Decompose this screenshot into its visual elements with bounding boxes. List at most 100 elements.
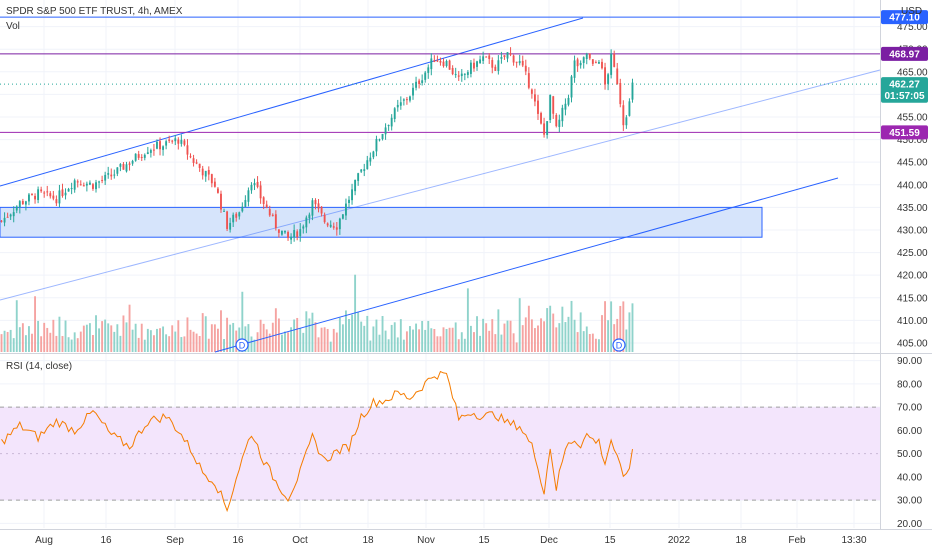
volume-bar	[131, 329, 134, 352]
candle-body	[244, 200, 247, 207]
candle-body	[335, 227, 338, 230]
volume-bar	[345, 310, 347, 352]
rsi-tick-label: 90.00	[897, 356, 922, 367]
volume-bar	[171, 325, 174, 352]
volume-bar	[88, 323, 91, 352]
candle-body	[220, 193, 222, 210]
candle-body	[186, 145, 189, 155]
volume-bar	[204, 316, 207, 352]
volume-bar	[576, 332, 579, 352]
candle-body	[366, 160, 369, 170]
candle-body	[104, 174, 107, 181]
candle-body	[515, 61, 518, 63]
candle-body	[576, 59, 579, 67]
volume-bar	[220, 310, 222, 352]
volume-bar	[369, 340, 372, 352]
volume-bar	[296, 317, 299, 352]
volume-bar	[326, 328, 329, 352]
volume-bar	[244, 326, 247, 352]
volume-bar	[473, 332, 475, 352]
price-pane[interactable]	[0, 0, 880, 352]
dividend-marker[interactable]: D	[235, 338, 249, 352]
volume-bar	[37, 320, 40, 352]
rsi-band-layer	[0, 406, 880, 501]
candle-body	[375, 138, 378, 152]
volume-bar	[284, 331, 286, 352]
volume-bar	[79, 331, 82, 352]
candle-body	[329, 224, 332, 227]
candle-body	[262, 197, 265, 205]
candle-body	[424, 72, 427, 80]
volume-bar	[530, 319, 533, 352]
volume-bar	[61, 336, 64, 352]
candle-body	[180, 139, 183, 144]
horizontal-lines[interactable]	[0, 16, 880, 133]
volume-bar	[128, 304, 131, 352]
candlesticks	[0, 47, 634, 245]
time-tick-label: Dec	[540, 535, 558, 546]
volume-bar	[479, 335, 482, 352]
volume-bar	[338, 317, 341, 352]
candle-body	[21, 200, 24, 205]
volume-bar	[55, 335, 58, 352]
candle-body	[82, 185, 85, 187]
candle-body	[18, 201, 21, 208]
candle-body	[290, 236, 293, 240]
trendlines[interactable]	[0, 17, 881, 353]
volume-bar	[168, 336, 171, 352]
volume-bar	[198, 336, 201, 352]
candle-body	[570, 76, 573, 98]
volume-bar	[308, 318, 311, 352]
candle-body	[192, 158, 195, 163]
candle-body	[122, 163, 125, 170]
candle-body	[533, 94, 536, 102]
support-zone[interactable]	[0, 206, 763, 238]
trendline[interactable]	[0, 69, 881, 301]
candle-body	[625, 117, 628, 126]
trendline[interactable]	[0, 17, 584, 187]
volume-bar	[320, 327, 323, 352]
dividend-marker-circle[interactable]	[612, 338, 626, 352]
candle-body	[137, 154, 140, 158]
volume-bar	[579, 312, 582, 352]
volume-bar	[271, 322, 274, 352]
price-badge-text: 477.10	[889, 13, 920, 24]
volume-bar	[573, 319, 576, 352]
volume-bar	[125, 322, 128, 352]
candle-body	[95, 182, 97, 190]
candle-body	[113, 174, 116, 176]
volume-bar	[192, 331, 195, 352]
volume-bar	[253, 339, 256, 352]
volume-bar	[146, 328, 149, 352]
volume-bar	[396, 337, 399, 352]
candle-body	[92, 184, 94, 189]
candle-body	[168, 139, 171, 141]
volume-bar	[49, 332, 52, 352]
trendline[interactable]	[214, 177, 839, 353]
candle-body	[384, 127, 387, 135]
volume-bar	[21, 323, 24, 352]
volume-bar	[281, 334, 283, 352]
dividend-marker-circle[interactable]	[235, 338, 249, 352]
volume-bar	[195, 333, 198, 352]
candle-body	[463, 73, 466, 75]
volume-bar	[384, 330, 387, 352]
dividend-marker[interactable]: D	[612, 338, 626, 352]
candle-body	[506, 52, 509, 59]
candle-body	[469, 62, 472, 74]
time-tick-label: 16	[100, 535, 112, 546]
volume-bar	[485, 323, 488, 352]
volume-bar	[494, 334, 497, 352]
candle-body	[558, 119, 561, 127]
candle-body	[320, 206, 323, 214]
time-tick-label: 18	[735, 535, 747, 546]
volume-bar	[378, 334, 381, 352]
volume-bar	[3, 330, 6, 352]
support-zone-box[interactable]	[0, 206, 763, 238]
candle-body	[210, 174, 213, 184]
rsi-tick-label: 30.00	[897, 496, 922, 507]
volume-bar	[24, 335, 27, 352]
candle-body	[226, 211, 229, 229]
candle-body	[473, 62, 475, 69]
